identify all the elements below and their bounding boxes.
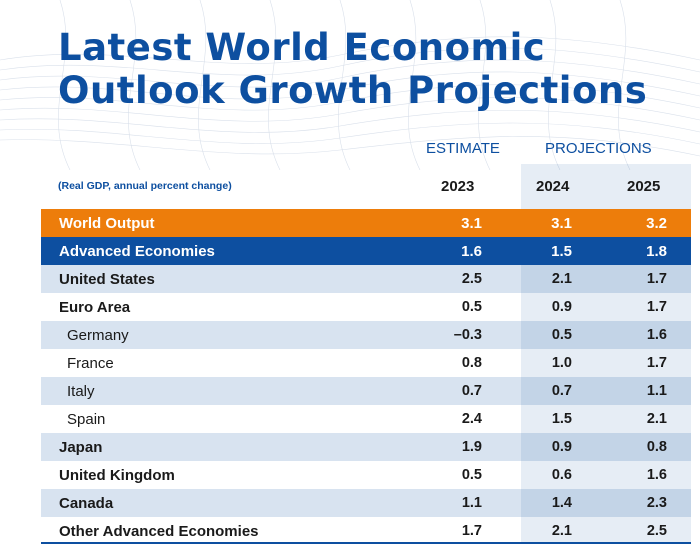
table-row-germany: Germany –0.3 0.5 1.6 (41, 321, 691, 349)
table-row-france: France 0.8 1.0 1.7 (41, 349, 691, 377)
value-2025: 2.5 (646, 523, 667, 539)
value-2025: 2.1 (646, 411, 667, 427)
year-header-2025: 2025 (627, 178, 661, 195)
row-label: France (67, 354, 114, 372)
value-2025: 1.8 (646, 242, 667, 260)
table-row-canada: Canada 1.1 1.4 2.3 (41, 489, 691, 517)
value-2023: 1.7 (461, 523, 482, 539)
value-2025: 1.7 (646, 271, 667, 287)
value-2024: 0.5 (551, 327, 572, 343)
value-2023: 2.5 (461, 271, 482, 287)
row-label: Germany (67, 326, 129, 344)
projections-header: PROJECTIONS (545, 140, 652, 157)
row-label: Advanced Economies (59, 242, 215, 260)
background-wave-pattern (0, 0, 700, 170)
value-2025: 1.7 (646, 355, 667, 371)
row-label: United States (59, 270, 155, 288)
table-row-spain: Spain 2.4 1.5 2.1 (41, 405, 691, 433)
table-row-united-states: United States 2.5 2.1 1.7 (41, 265, 691, 293)
value-2023: 1.6 (461, 242, 482, 260)
table-row-japan: Japan 1.9 0.9 0.8 (41, 433, 691, 461)
value-2025: 3.2 (646, 214, 667, 232)
value-2025: 1.6 (646, 327, 667, 343)
value-2024: 1.0 (551, 355, 572, 371)
value-2024: 1.4 (551, 495, 572, 511)
growth-table: World Output 3.1 3.1 3.2 Advanced Econom… (41, 209, 691, 545)
value-2024: 1.5 (551, 411, 572, 427)
row-label: United Kingdom (59, 466, 175, 484)
value-2025: 1.6 (646, 467, 667, 483)
value-2024: 0.9 (551, 299, 572, 315)
value-2025: 1.1 (646, 383, 667, 399)
value-2025: 1.7 (646, 299, 667, 315)
value-2023: 2.4 (461, 411, 482, 427)
value-2024: 2.1 (551, 271, 572, 287)
value-2024: 2.1 (551, 523, 572, 539)
table-row-united-kingdom: United Kingdom 0.5 0.6 1.6 (41, 461, 691, 489)
year-header-2024: 2024 (536, 178, 570, 195)
table-row-advanced-economies: Advanced Economies 1.6 1.5 1.8 (41, 237, 691, 265)
value-2023: 1.9 (461, 439, 482, 455)
value-2023: 3.1 (461, 214, 482, 232)
table-row-euro-area: Euro Area 0.5 0.9 1.7 (41, 293, 691, 321)
table-row-other-advanced-economies: Other Advanced Economies 1.7 2.1 2.5 (41, 517, 691, 545)
row-label: Japan (59, 438, 103, 456)
value-2023: –0.3 (453, 327, 482, 343)
value-2023: 0.5 (461, 299, 482, 315)
page-title: Latest World Economic Outlook Growth Pro… (58, 26, 647, 112)
estimate-header: ESTIMATE (426, 140, 500, 157)
table-row-italy: Italy 0.7 0.7 1.1 (41, 377, 691, 405)
value-2025: 2.3 (646, 495, 667, 511)
title-line-1: Latest World Economic (58, 26, 546, 69)
year-header-2023: 2023 (441, 178, 475, 195)
row-label: Other Advanced Economies (59, 522, 259, 540)
row-label: Italy (67, 382, 95, 400)
value-2024: 1.5 (551, 242, 572, 260)
units-note: (Real GDP, annual percent change) (58, 180, 232, 192)
value-2024: 0.6 (551, 467, 572, 483)
value-2023: 0.8 (461, 355, 482, 371)
row-label: Canada (59, 494, 114, 512)
row-label: Euro Area (59, 298, 131, 316)
value-2023: 0.5 (461, 467, 482, 483)
value-2024: 3.1 (551, 214, 572, 232)
table-row-world-output: World Output 3.1 3.1 3.2 (41, 209, 691, 237)
table-bottom-rule (41, 542, 691, 544)
value-2023: 0.7 (461, 383, 482, 399)
title-line-2: Outlook Growth Projections (58, 69, 648, 112)
value-2024: 0.9 (551, 439, 572, 455)
row-label: Spain (67, 410, 106, 428)
value-2023: 1.1 (461, 495, 482, 511)
value-2024: 0.7 (551, 383, 572, 399)
row-label: World Output (59, 214, 155, 232)
value-2025: 0.8 (646, 439, 667, 455)
